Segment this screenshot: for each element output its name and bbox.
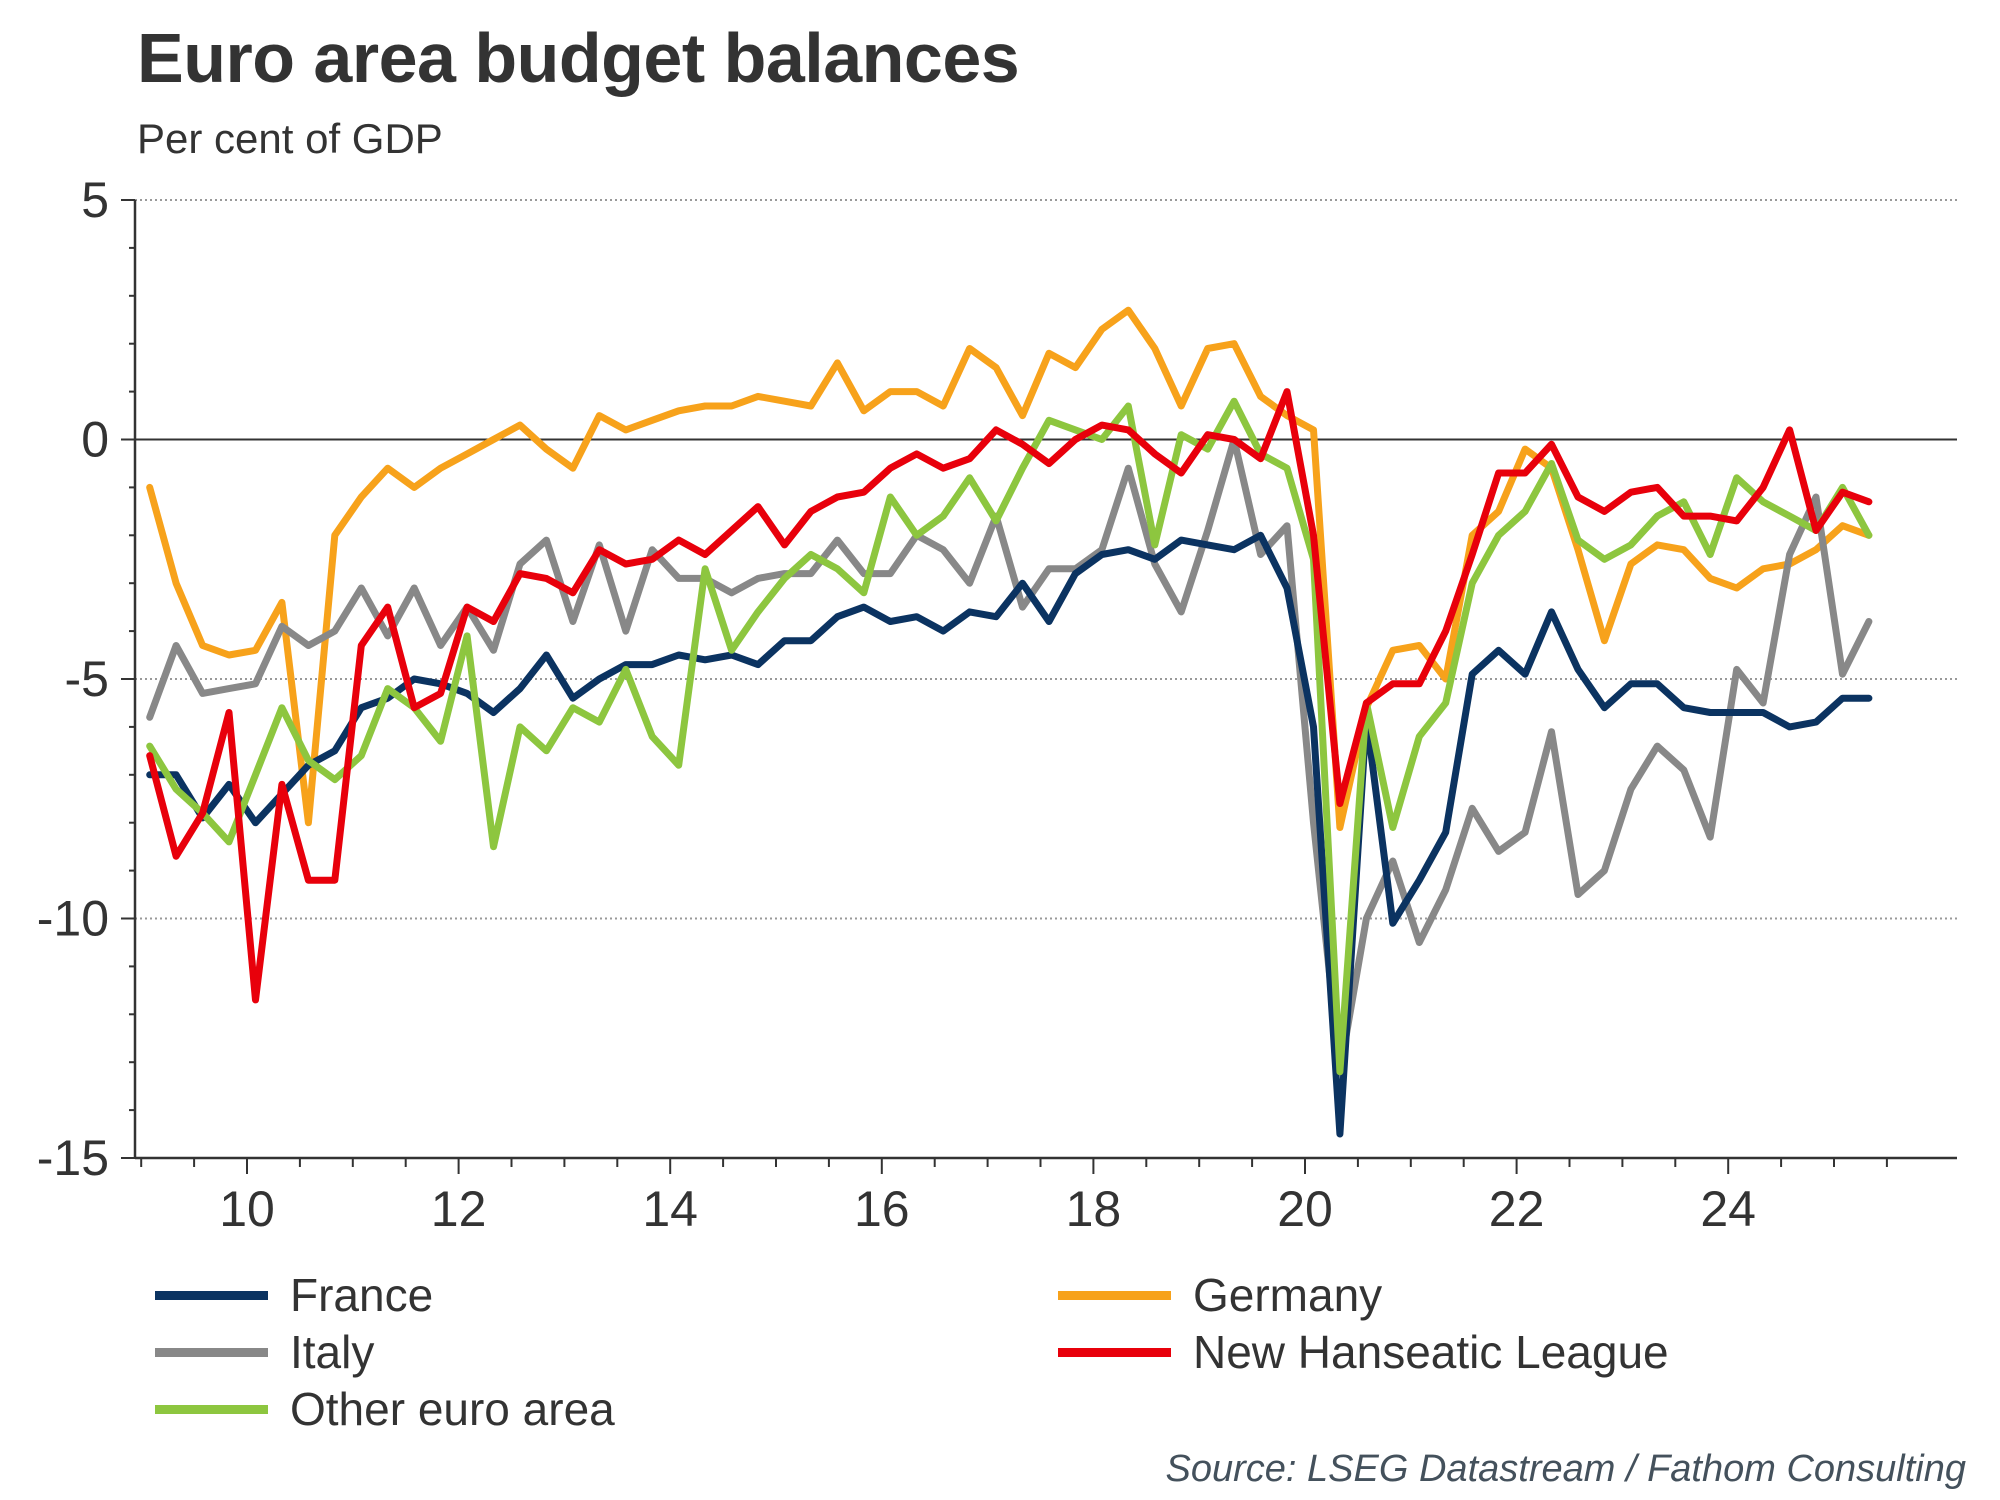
- x-tick-label: 12: [431, 1181, 487, 1237]
- series-line-germany: [146, 306, 1873, 831]
- x-tick-label: 14: [642, 1181, 698, 1237]
- legend-label: Other euro area: [290, 1383, 615, 1435]
- x-tick-label: 24: [1700, 1181, 1756, 1237]
- series-line-new-hanseatic-league: [146, 388, 1873, 1004]
- legend-swatch-italy: [155, 1347, 268, 1357]
- legend-item-other-euro-area: Other euro area: [155, 1382, 615, 1436]
- legend-swatch-france: [155, 1290, 268, 1300]
- legend-item-new-hanseatic-league: New Hanseatic League: [1058, 1325, 1669, 1379]
- legend-item-germany: Germany: [1058, 1268, 1382, 1322]
- y-tick-label: -10: [37, 891, 109, 947]
- x-tick-label: 18: [1066, 1181, 1122, 1237]
- chart-title: Euro area budget balances: [137, 19, 1020, 97]
- x-tick-label: 10: [219, 1181, 275, 1237]
- legend-label: Italy: [290, 1326, 375, 1378]
- legend-swatch-other-euro-area: [155, 1404, 268, 1414]
- x-tick-label: 20: [1277, 1181, 1333, 1237]
- y-tick-label: 0: [81, 412, 109, 468]
- legend-swatch-new-hanseatic-league: [1058, 1347, 1171, 1357]
- source-note: Source: LSEG Datastream / Fathom Consult…: [1165, 1448, 1966, 1490]
- legend-label: Germany: [1193, 1269, 1383, 1321]
- y-tick-label: -15: [37, 1130, 109, 1186]
- chart-subtitle: Per cent of GDP: [137, 115, 443, 162]
- y-tick-label: -5: [65, 651, 109, 707]
- legend-label: France: [290, 1269, 434, 1321]
- y-tick-label: 5: [81, 172, 109, 228]
- series-line-italy: [146, 436, 1873, 1076]
- legend-item-italy: Italy: [155, 1325, 374, 1379]
- legend-label: New Hanseatic League: [1193, 1326, 1669, 1378]
- series-line-other-euro-area: [146, 397, 1873, 1076]
- series-line-france: [146, 531, 1873, 1138]
- legend-item-france: France: [155, 1268, 433, 1322]
- legend-swatch-germany: [1058, 1290, 1171, 1300]
- x-tick-label: 16: [854, 1181, 910, 1237]
- x-tick-label: 22: [1489, 1181, 1545, 1237]
